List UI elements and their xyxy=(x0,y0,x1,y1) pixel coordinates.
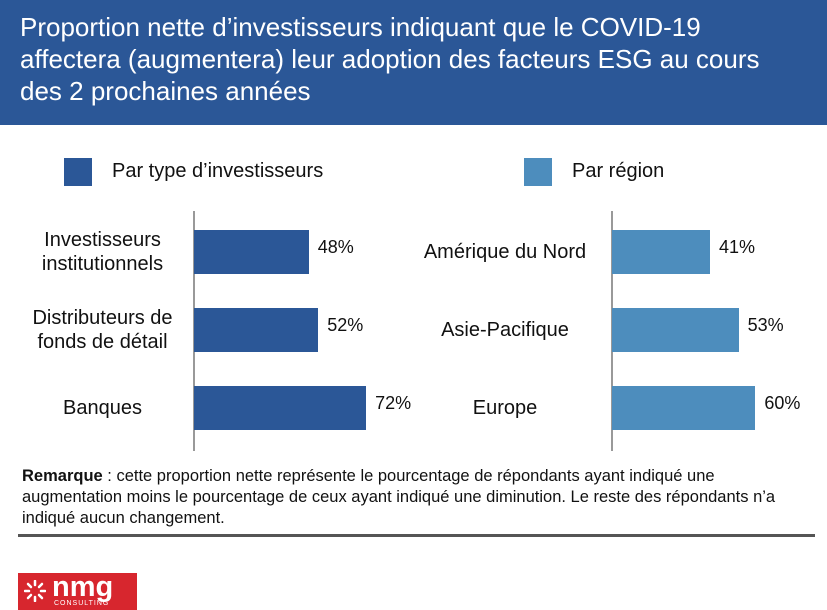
bar xyxy=(612,230,710,274)
legend-swatch xyxy=(64,158,92,186)
category-label: Europe xyxy=(472,397,538,419)
bar xyxy=(194,386,367,430)
logo-sub: CONSULTING xyxy=(54,600,110,607)
bar xyxy=(194,230,309,274)
logo: nmg CONSULTING xyxy=(18,571,137,610)
category-label: Banques xyxy=(63,397,142,419)
value-label: 72% xyxy=(375,393,412,413)
legend-swatch xyxy=(524,158,552,186)
note: Remarque : cette proportion nette représ… xyxy=(22,466,812,529)
category-label: Investisseurs institutionnels xyxy=(41,229,164,275)
value-label: 53% xyxy=(747,315,784,335)
bar xyxy=(612,308,739,352)
bar xyxy=(194,308,319,352)
category-label: Distributeurs de fonds de détail xyxy=(32,307,173,353)
bar xyxy=(612,386,756,430)
divider xyxy=(18,534,815,537)
legend-label: Par type d’investisseurs xyxy=(112,160,324,182)
category-label: Asie-Pacifique xyxy=(441,319,569,341)
value-label: 60% xyxy=(764,393,801,413)
value-label: 41% xyxy=(718,237,756,257)
note-label: Remarque xyxy=(22,467,103,485)
logo-icon xyxy=(24,580,46,602)
title: Proportion nette d’investisseurs indiqua… xyxy=(0,0,827,125)
logo-name: nmg xyxy=(52,571,114,603)
legend-label: Par région xyxy=(572,160,665,182)
note-text: : cette proportion nette représente le p… xyxy=(22,467,776,527)
value-label: 48% xyxy=(317,237,354,257)
category-label: Amérique du Nord xyxy=(423,241,587,263)
value-label: 52% xyxy=(327,315,364,335)
